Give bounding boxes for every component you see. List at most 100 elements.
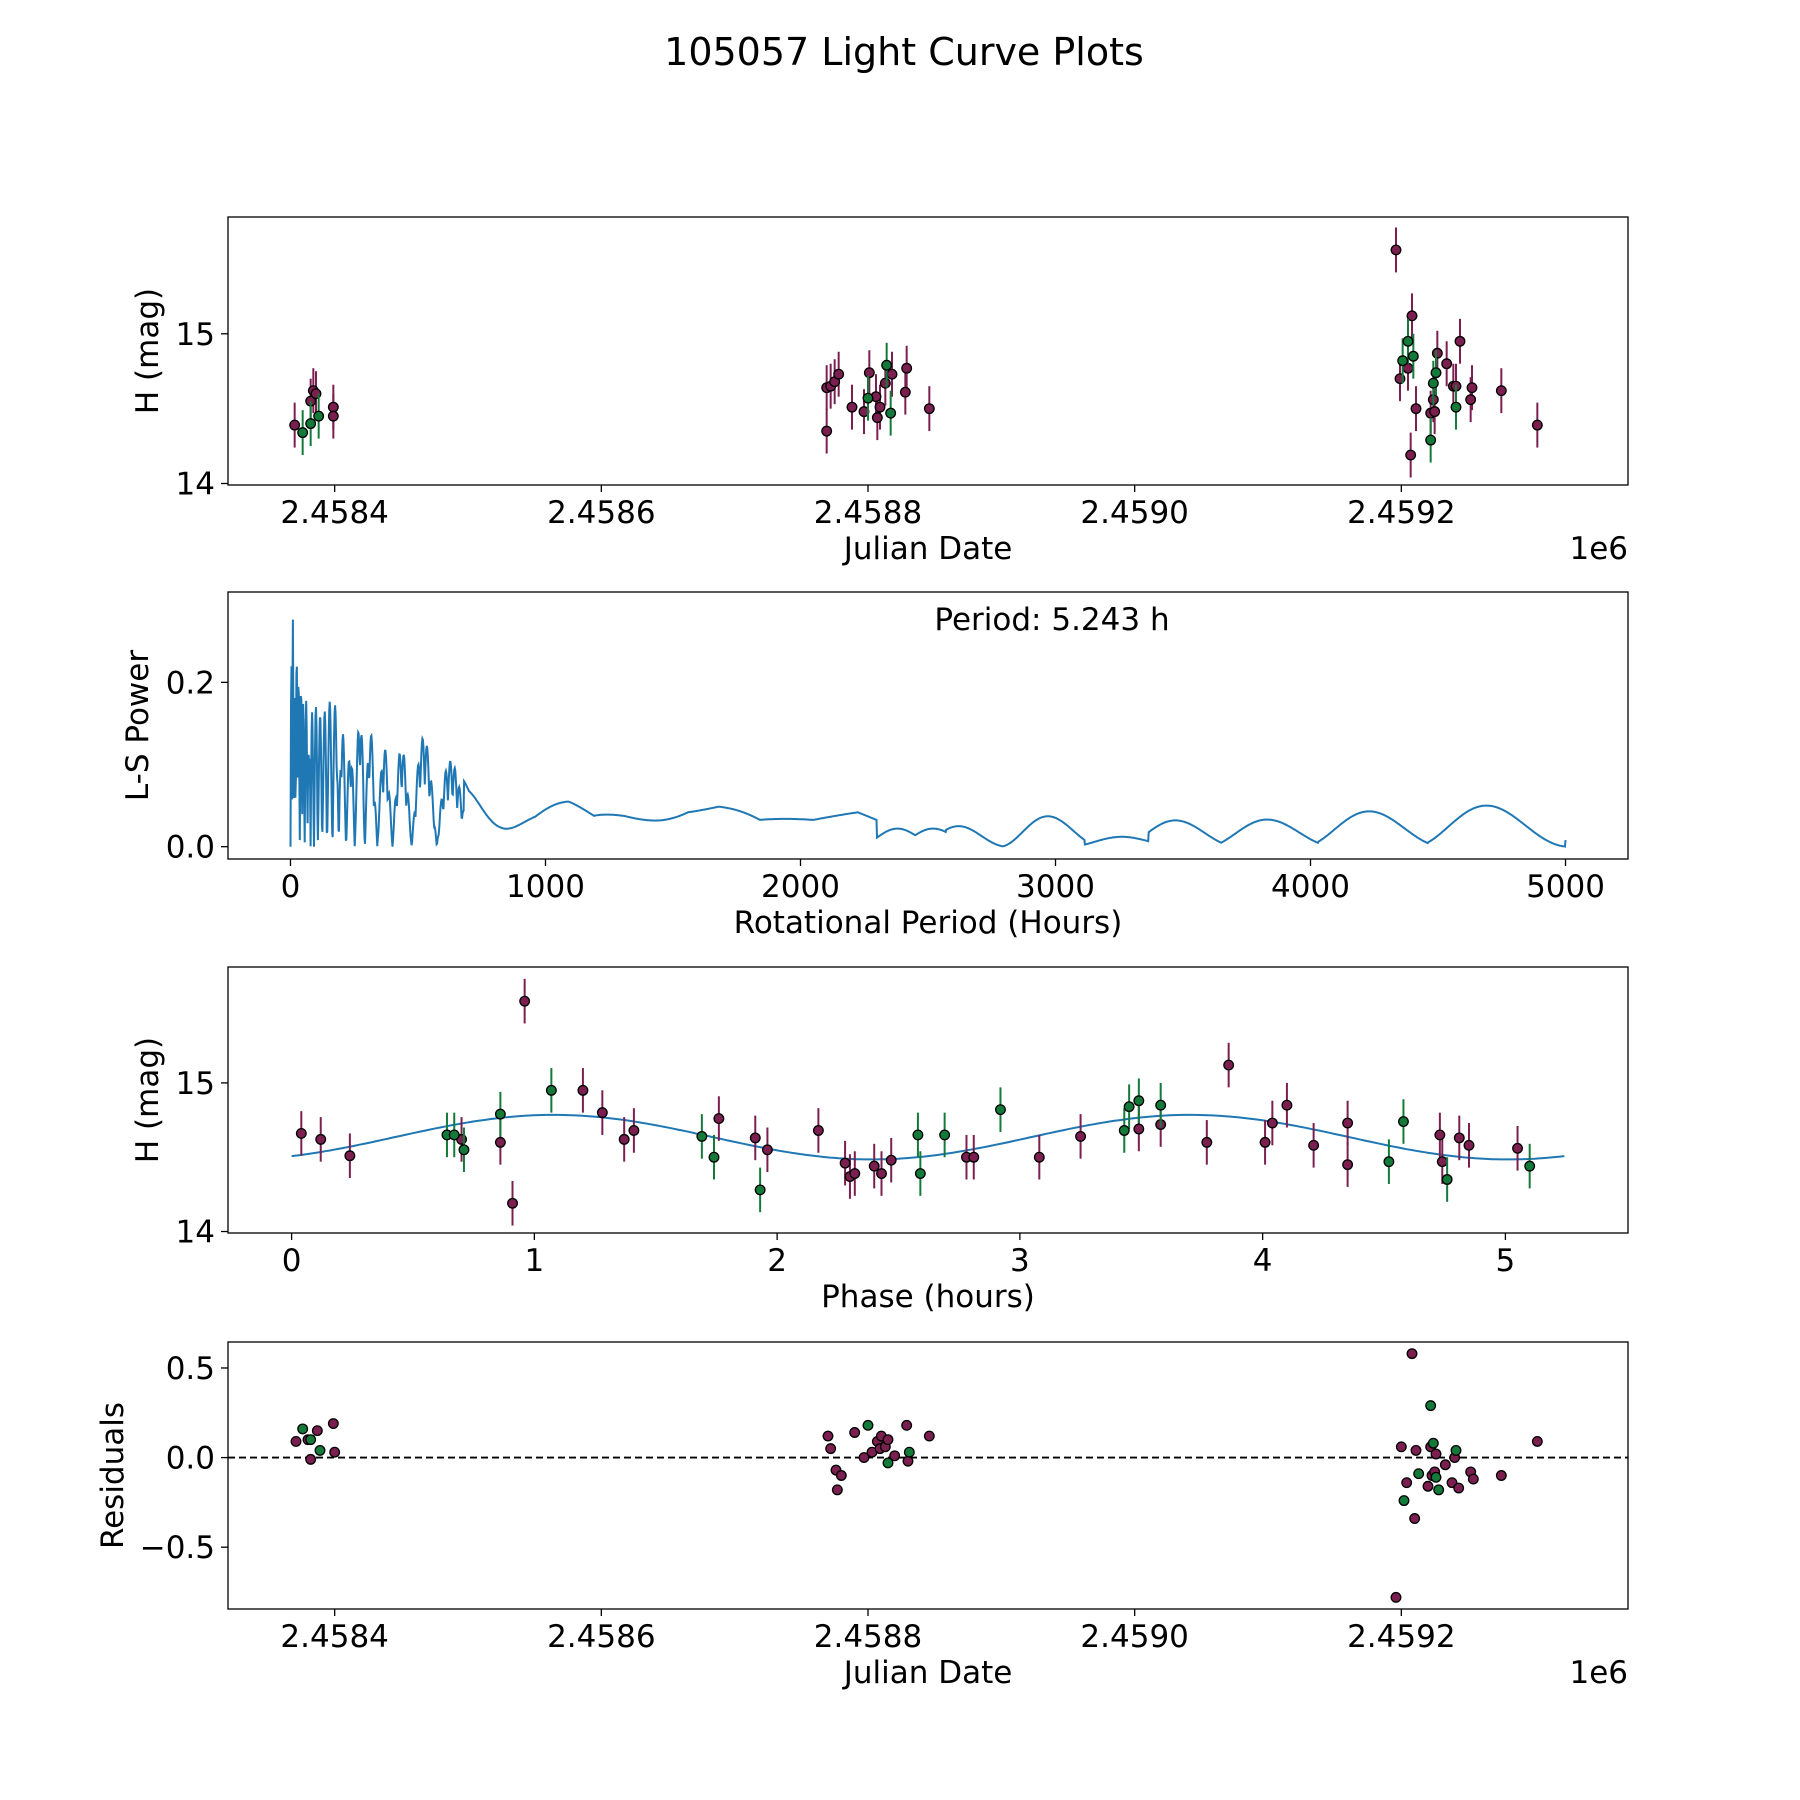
x-tick-label: 3000 <box>1016 869 1095 905</box>
data-point <box>290 1436 302 1447</box>
data-point <box>1133 1095 1145 1107</box>
data-point <box>885 407 897 419</box>
axes-frame <box>227 1341 1629 1610</box>
data-point <box>862 1419 874 1431</box>
x-offset-label: 1e6 <box>1569 531 1628 567</box>
data-point <box>1133 1123 1145 1135</box>
data-point <box>912 1129 924 1141</box>
data-point <box>344 1150 356 1162</box>
data-point <box>1441 358 1453 370</box>
data-point <box>1512 1142 1523 1154</box>
data-point <box>305 1434 317 1446</box>
data-point <box>313 410 325 422</box>
y-tick-label: 0.0 <box>166 830 215 866</box>
periodogram-content <box>289 619 1567 848</box>
data-point <box>297 427 309 439</box>
data-point <box>1425 434 1437 446</box>
data-point <box>1531 1436 1543 1447</box>
data-point <box>1281 1099 1293 1111</box>
x-tick-label: 2.4584 <box>280 495 388 531</box>
x-tick-label: 1000 <box>506 869 585 905</box>
data-point <box>297 1423 309 1435</box>
x-tick-label: 2.4588 <box>814 1619 922 1655</box>
data-point <box>696 1130 708 1142</box>
data-point <box>1465 394 1477 406</box>
data-point <box>1467 1473 1479 1485</box>
x-tick-label: 2.4590 <box>1080 495 1188 531</box>
data-point <box>939 1129 951 1141</box>
data-point <box>494 1136 506 1148</box>
data-point <box>1390 1591 1402 1603</box>
data-point <box>1431 347 1443 359</box>
x-tick-label: 5 <box>1496 1243 1516 1279</box>
x-axis-label: Rotational Period (Hours) <box>734 905 1123 941</box>
y-axis-label: L-S Power <box>120 650 156 801</box>
data-point <box>1453 1132 1465 1144</box>
data-point <box>1407 350 1419 362</box>
data-point <box>846 401 858 413</box>
data-point <box>1450 401 1462 413</box>
data-point <box>1390 244 1402 256</box>
data-point <box>863 367 875 379</box>
data-point <box>1397 355 1409 367</box>
data-point <box>1430 367 1442 379</box>
data-point <box>1409 1513 1421 1524</box>
panel-periodogram: 0 1000 2000 3000 4000 5000 0.0 0.2 Rotational Pe… <box>120 591 1629 941</box>
data-point <box>1308 1139 1320 1151</box>
x-tick-label: 0 <box>281 869 301 905</box>
data-point <box>1433 1484 1445 1496</box>
y-tick-label: 0.5 <box>166 1351 215 1387</box>
data-point <box>1123 1101 1135 1113</box>
data-point <box>545 1084 557 1096</box>
data-point <box>835 1470 847 1481</box>
data-point <box>1033 1151 1045 1163</box>
data-point <box>885 1154 897 1166</box>
data-point <box>761 1144 773 1156</box>
x-tick-label: 0 <box>282 1243 302 1279</box>
x-tick-label: 2.4588 <box>814 495 922 531</box>
data-point <box>899 386 911 398</box>
panel-lightcurve: 2.4584 2.4586 2.4588 2.4590 2.4592 14 15 Julian… <box>130 216 1629 567</box>
data-point <box>315 1133 327 1145</box>
y-axis-label: Residuals <box>95 1402 131 1549</box>
data-point <box>713 1113 725 1125</box>
data-point <box>995 1104 1006 1116</box>
x-tick-label: 2000 <box>761 869 840 905</box>
x-tick-label: 4000 <box>1271 869 1350 905</box>
chart-panels: 2.4584 2.4586 2.4588 2.4590 2.45921415Julian… <box>95 216 1629 1691</box>
x-tick-label: 2 <box>767 1243 787 1279</box>
data-point <box>968 1151 980 1163</box>
data-point <box>458 1144 470 1156</box>
data-point <box>519 995 531 1007</box>
y-axis-label: H (mag) <box>130 288 166 414</box>
data-point <box>1436 1156 1448 1168</box>
data-point <box>327 1418 339 1429</box>
data-point <box>923 1430 935 1442</box>
data-point <box>1075 1130 1087 1142</box>
data-point <box>327 401 339 413</box>
data-point <box>1401 1477 1413 1489</box>
data-point <box>862 392 874 404</box>
data-point <box>708 1151 720 1163</box>
x-axis-label: Julian Date <box>842 531 1013 567</box>
periodogram-line <box>289 619 1567 848</box>
y-tick-label: 15 <box>176 317 215 353</box>
data-point <box>295 1127 307 1139</box>
data-point <box>1495 385 1507 397</box>
x-tick-label: 2.4586 <box>547 1619 655 1655</box>
data-point <box>871 412 883 424</box>
data-point <box>902 1455 914 1467</box>
data-point <box>868 1160 880 1172</box>
y-tick-label: 0.2 <box>166 665 215 701</box>
residuals-content <box>228 1348 1628 1603</box>
data-point <box>849 1168 861 1180</box>
data-point <box>596 1107 608 1119</box>
y-tick-label: −0.5 <box>140 1530 215 1566</box>
data-point <box>1453 1482 1465 1494</box>
data-point <box>311 1425 323 1437</box>
data-point <box>314 1444 326 1456</box>
data-point <box>901 362 913 374</box>
data-point <box>507 1197 518 1209</box>
data-point <box>754 1184 766 1196</box>
data-point <box>849 1427 861 1438</box>
